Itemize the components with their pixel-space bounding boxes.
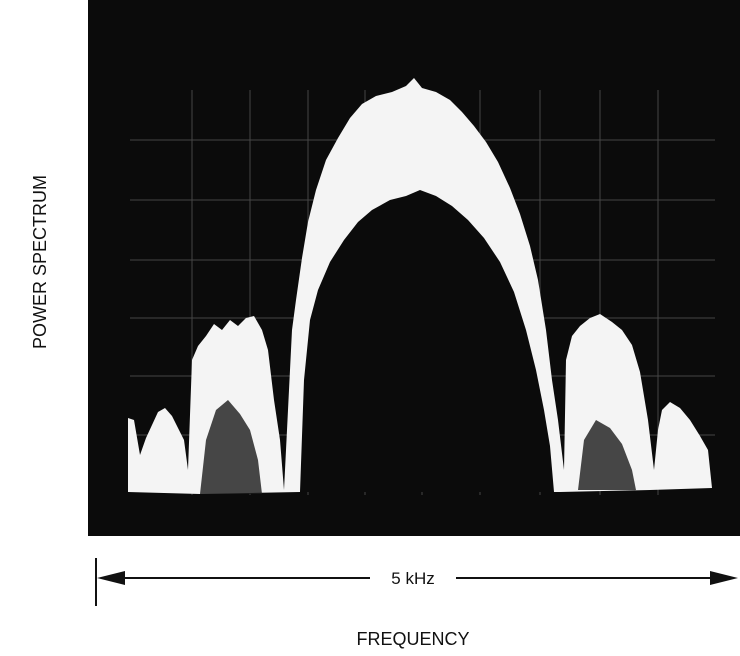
spectrum-inner-shadow (300, 190, 554, 492)
y-axis-label: POWER SPECTRUM (30, 175, 50, 349)
side-lobe-shadow (200, 400, 636, 494)
scale-label: 5 kHz (391, 569, 434, 588)
x-axis-label: FREQUENCY (356, 629, 469, 649)
scale-arrow (95, 558, 738, 606)
